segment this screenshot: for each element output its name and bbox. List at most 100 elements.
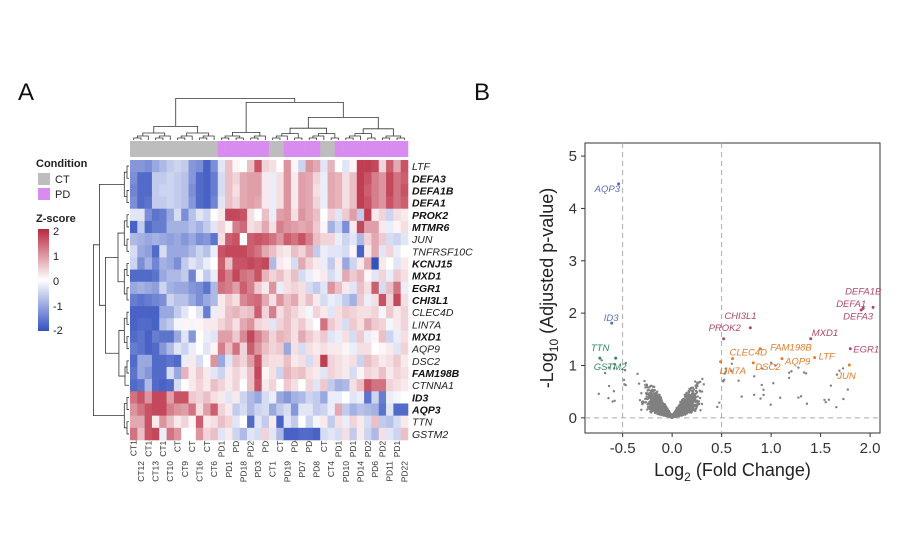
heatmap-cell (276, 196, 284, 209)
heatmap-cell (283, 196, 292, 209)
heatmap-cell (130, 257, 138, 270)
heatmap-cell (151, 403, 160, 416)
heatmap-cell (356, 196, 365, 209)
heatmap-cell (181, 306, 189, 319)
heatmap-cell (393, 208, 401, 222)
heatmap-cell (195, 160, 204, 173)
heatmap-cell (144, 293, 153, 307)
heatmap-cell (269, 379, 277, 392)
heatmap-cell (137, 330, 145, 343)
heatmap-cell (283, 318, 292, 331)
heatmap-cell (181, 196, 189, 209)
heatmap-cell (312, 257, 321, 270)
heatmap-cell (349, 427, 358, 441)
background-point (697, 381, 701, 384)
heatmap-cell (386, 160, 394, 173)
heatmap-cell (298, 257, 306, 270)
heatmap-cell (217, 233, 226, 246)
heatmap-cell (151, 257, 160, 270)
heatmap-cell (188, 342, 197, 356)
column-label: CT12 (136, 461, 146, 482)
background-point (655, 404, 658, 408)
background-point (824, 401, 827, 404)
heatmap-cell (269, 391, 277, 404)
condition-bar-cell (203, 141, 211, 157)
heatmap-cell (356, 318, 365, 331)
heatmap-cell (400, 233, 409, 246)
heatmap-cell (305, 415, 314, 429)
background-point (648, 407, 651, 411)
zscore-legend-title: Z-score (36, 213, 76, 225)
heatmap-cell (393, 306, 401, 319)
heatmap-cell (225, 257, 233, 270)
column-dendrogram-branch (396, 137, 405, 140)
column-dendrogram-branch (235, 137, 244, 140)
heatmap-cell (393, 245, 401, 258)
heatmap-cell (144, 415, 153, 429)
heatmap-cell (349, 257, 358, 270)
heatmap-cell (210, 366, 219, 380)
background-point (778, 396, 782, 399)
heatmap-cell (247, 391, 255, 404)
row-dendrogram-branch (123, 269, 127, 295)
heatmap-cell (320, 342, 328, 356)
condition-bar-cell (283, 141, 292, 157)
heatmap-cell (349, 403, 358, 416)
heatmap-cell (349, 415, 358, 429)
background-point (644, 386, 647, 389)
heatmap-cell (137, 391, 145, 404)
heatmap-cell (371, 184, 380, 197)
row-label: LTF (412, 161, 430, 173)
heatmap-cell (261, 220, 270, 234)
heatmap-cell (232, 318, 241, 331)
heatmap-cell (312, 172, 321, 185)
heatmap-cell (269, 257, 277, 270)
condition-bar-cell (356, 141, 365, 157)
heatmap-cell (137, 379, 145, 392)
heatmap-cell (225, 208, 233, 222)
heatmap-cell (166, 354, 175, 368)
condition-bar-cell (225, 141, 233, 157)
heatmap-cell (203, 427, 211, 441)
heatmap-cell (203, 342, 211, 356)
column-label: CT13 (151, 461, 161, 482)
heatmap-cell (261, 257, 270, 270)
heatmap-cell (203, 233, 211, 246)
heatmap-cell (386, 257, 394, 270)
heatmap-cell (247, 172, 255, 185)
heatmap-cell (283, 342, 292, 356)
heatmap-cell (269, 293, 277, 307)
heatmap-cell (276, 403, 284, 416)
heatmap-cell (173, 318, 182, 331)
background-point (687, 393, 690, 397)
row-dendrogram-branch (126, 360, 129, 374)
heatmap-cell (371, 342, 380, 356)
background-point (700, 402, 704, 406)
background-point (691, 389, 695, 392)
heatmap-cell (232, 366, 241, 380)
background-point (654, 409, 658, 413)
row-dendrogram-branch (126, 165, 129, 179)
heatmap-cell (276, 269, 284, 283)
heatmap-cell (247, 220, 255, 234)
heatmap-cell (386, 293, 394, 307)
heatmap-cell (320, 415, 328, 429)
heatmap-cell (195, 281, 204, 295)
heatmap-cell (247, 306, 255, 319)
heatmap-cell (159, 245, 167, 258)
heatmap-cell (400, 257, 409, 270)
heatmap-cell (276, 160, 284, 173)
heatmap-cell (378, 318, 387, 331)
legend-swatch-pd (38, 188, 50, 200)
heatmap-cell (247, 160, 255, 173)
heatmap-cell (327, 257, 336, 270)
heatmap-cell (217, 196, 226, 209)
condition-bar-cell (269, 141, 277, 157)
heatmap-cell (151, 281, 160, 295)
heatmap-cell (151, 366, 160, 380)
heatmap-cell (283, 257, 292, 270)
row-label: AQP9 (411, 344, 440, 356)
heatmap-cell (254, 318, 262, 331)
heatmap-cell (386, 415, 394, 429)
heatmap-cell (188, 208, 197, 222)
